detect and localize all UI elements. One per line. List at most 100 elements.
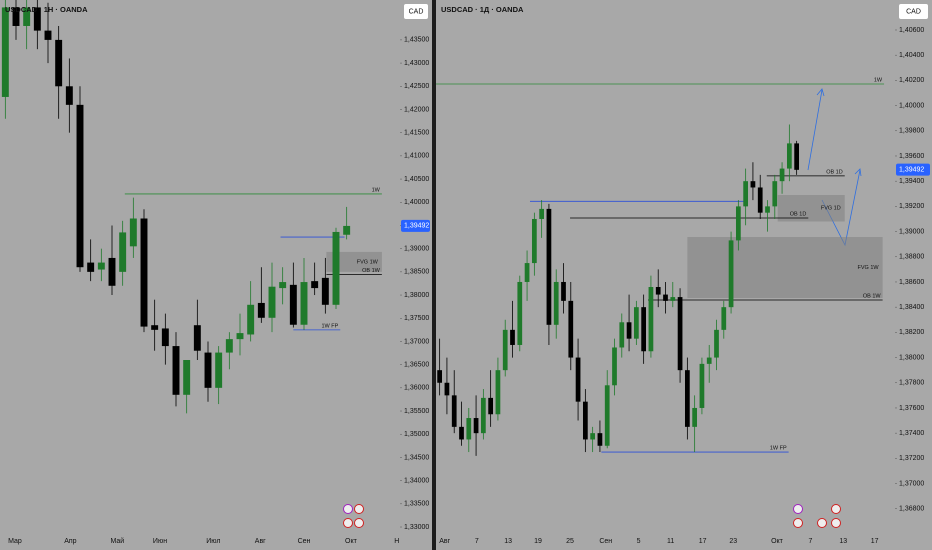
candle-body <box>692 407 698 427</box>
y-tick-label: 1,42000 <box>404 106 429 113</box>
candle-body <box>451 395 457 427</box>
x-tick-label: 19 <box>534 538 542 545</box>
level-label: 1W <box>372 187 381 193</box>
x-tick-label: 13 <box>839 538 847 545</box>
level-label: 1W FP <box>770 446 787 452</box>
candle-body <box>279 282 287 289</box>
y-tick-label: 1,39000 <box>899 228 924 235</box>
candle-body <box>268 286 276 318</box>
candle-body <box>735 206 741 241</box>
event-icons <box>343 504 841 528</box>
candle-body <box>129 218 137 247</box>
y-tick-label: 1,39600 <box>899 153 924 160</box>
zone-label: FVG 1W <box>357 259 379 265</box>
candle-body <box>332 231 340 305</box>
candle-body <box>183 360 191 395</box>
x-tick-label: Окт <box>345 538 358 545</box>
y-tick-label: 1,37000 <box>899 480 924 487</box>
x-tick-label: 11 <box>667 538 674 545</box>
y-tick-label: 1,40000 <box>404 199 429 206</box>
x-tick-label: Окт <box>771 538 784 545</box>
y-tick-label: 1,38000 <box>404 292 429 299</box>
y-tick-label: 1,36000 <box>404 385 429 392</box>
level-label: OB 1D <box>826 169 843 175</box>
candle-body <box>743 181 749 207</box>
x-tick-label: Н <box>394 538 399 545</box>
candle-body <box>510 329 515 345</box>
panel-divider <box>432 0 436 550</box>
y-tick-label: 1,38200 <box>899 329 924 336</box>
candle-body <box>65 86 73 105</box>
y-tick-label: 1,39000 <box>404 246 429 253</box>
x-tick-label: 17 <box>871 538 879 545</box>
candle-body <box>626 322 632 339</box>
x-tick-label: Июл <box>206 538 220 545</box>
fvg-zone <box>687 236 883 298</box>
icon <box>793 504 803 514</box>
candle-body <box>524 263 530 282</box>
y-tick-label: 1,33500 <box>404 501 429 508</box>
currency-badge <box>899 4 928 19</box>
y-tick-label: 1,39800 <box>899 128 924 135</box>
zone-label: FVG 1D <box>821 206 841 212</box>
candle-body <box>343 225 351 235</box>
x-tick-label: Апр <box>64 538 76 545</box>
candle-body <box>466 418 472 440</box>
x-tick-label: Сен <box>599 538 612 545</box>
candle-body <box>473 418 479 434</box>
candle-body <box>655 287 661 295</box>
candle-body <box>728 240 734 308</box>
candle-body <box>546 208 552 325</box>
candle-body <box>612 347 617 386</box>
y-tick-label: 1,43500 <box>404 37 429 44</box>
candle-body <box>531 218 537 264</box>
x-tick-label: 25 <box>566 538 574 545</box>
y-tick-label: 1,37600 <box>899 405 924 412</box>
candle-body <box>597 433 603 446</box>
last-price-tag <box>401 219 430 232</box>
candle-body <box>23 7 31 26</box>
y-tick-label: 1,38600 <box>899 279 924 286</box>
candle-body <box>684 370 690 427</box>
candle-body <box>459 426 464 440</box>
y-tick-label: 1,37000 <box>404 338 429 345</box>
candle-body <box>604 385 610 446</box>
y-tick-label: 1,38400 <box>899 304 924 311</box>
candle-body <box>480 397 486 434</box>
candle-body <box>311 281 319 289</box>
last-price-label: 1,39492 <box>404 223 429 230</box>
candle-body <box>257 302 265 318</box>
x-tick-label: 7 <box>475 538 479 545</box>
icon <box>343 504 353 514</box>
icon <box>831 504 841 514</box>
y-tick-label: 1,41500 <box>404 130 429 137</box>
y-tick-label: 1,36800 <box>899 506 924 513</box>
icon <box>817 518 827 528</box>
y-tick-label: 1,40500 <box>404 176 429 183</box>
y-tick-label: 1,38500 <box>404 269 429 276</box>
candle-body <box>772 181 778 207</box>
y-tick-label: 1,43000 <box>404 60 429 67</box>
candle-body <box>236 333 244 340</box>
y-tick-label: 1,37400 <box>899 430 924 437</box>
x-tick-label: Мар <box>8 538 22 545</box>
x-tick-label: 23 <box>729 538 737 545</box>
level-label: OB 1D <box>790 211 807 217</box>
icon <box>343 518 353 528</box>
candle-body <box>757 187 763 213</box>
x-tick-label: Авг <box>255 538 266 545</box>
y-tick-label: 1,40400 <box>899 52 924 59</box>
y-tick-label: 1,36500 <box>404 361 429 368</box>
candle-body <box>108 257 116 286</box>
candle-body <box>582 401 588 440</box>
candle-body <box>706 357 712 364</box>
candle-body <box>619 322 625 348</box>
y-tick-label: 1,40200 <box>899 77 924 84</box>
chart-title: USDCAD · 1Н · OANDA <box>5 5 88 14</box>
candle-body <box>779 168 785 182</box>
candle-body <box>33 7 41 31</box>
candle-body <box>590 433 596 440</box>
x-tick-label: Май <box>110 537 124 545</box>
